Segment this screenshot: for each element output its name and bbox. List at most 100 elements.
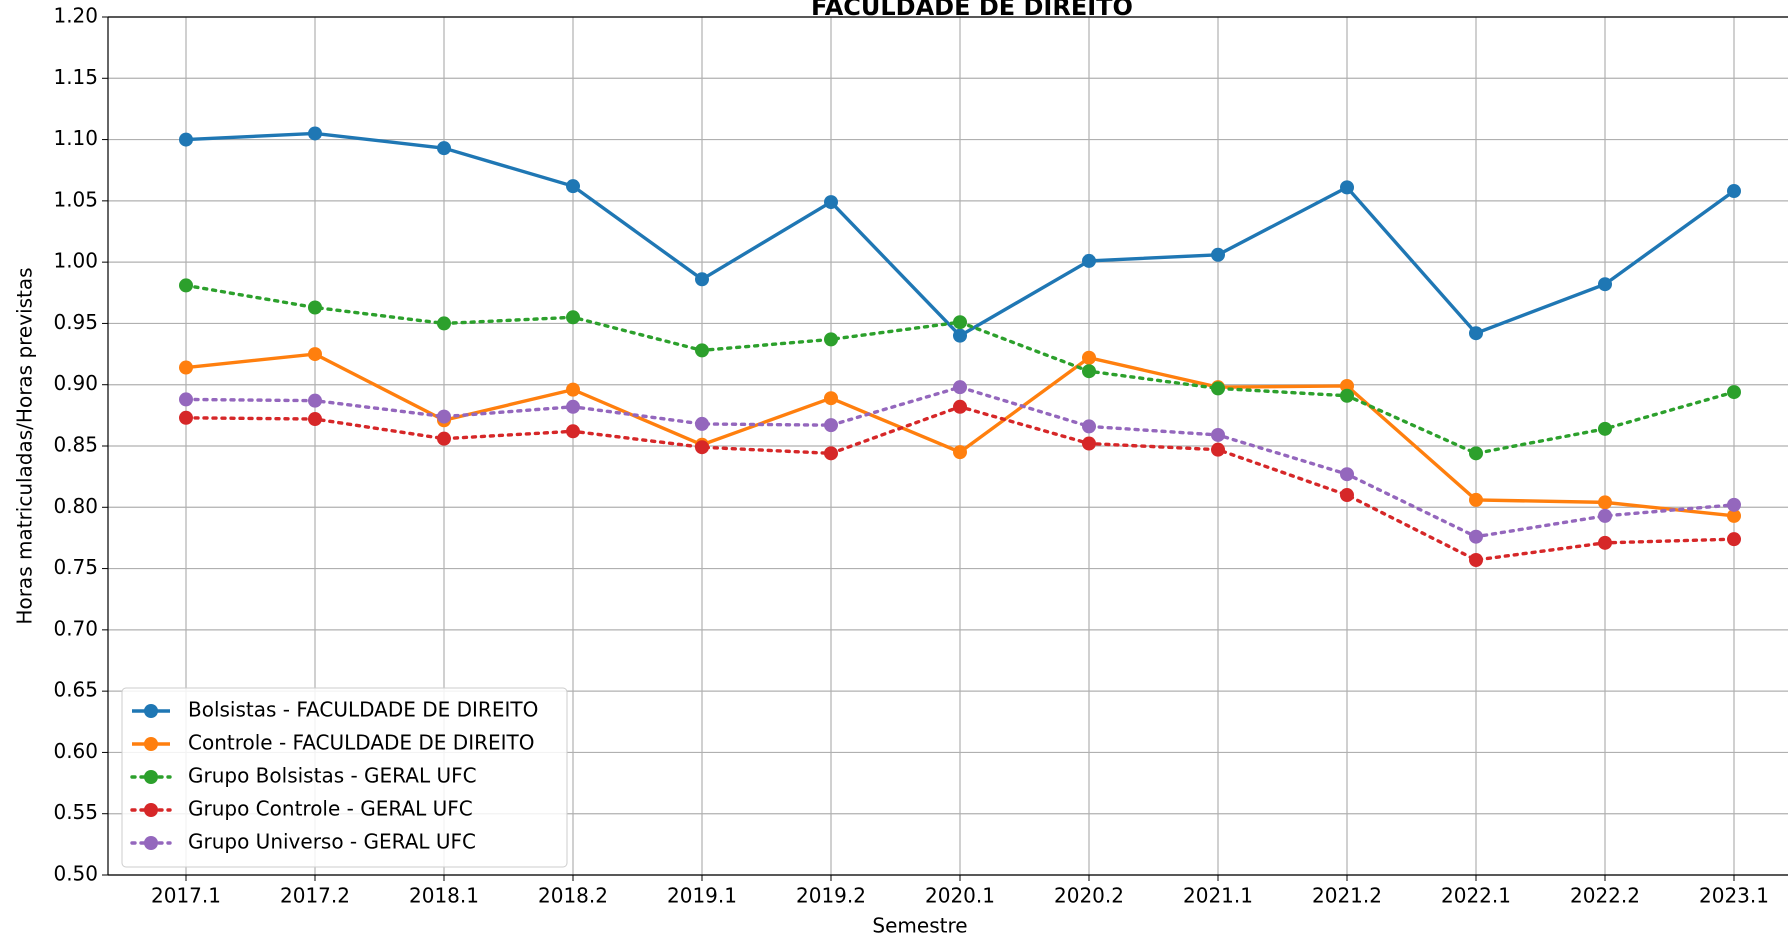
- data-point: [566, 399, 580, 414]
- data-point: [566, 310, 580, 325]
- data-point: [1727, 532, 1741, 547]
- legend: Bolsistas - FACULDADE DE DIREITO Controle…: [121, 687, 568, 868]
- data-point: [695, 272, 709, 287]
- y-tick-label: 1.00: [53, 249, 98, 273]
- x-tick-label: 2020.1: [925, 884, 995, 908]
- data-point: [1727, 184, 1741, 199]
- data-point: [1598, 495, 1612, 510]
- legend-label: Bolsistas - FACULDADE DE DIREITO: [188, 698, 538, 722]
- data-point: [1211, 381, 1225, 396]
- data-point: [1469, 529, 1483, 544]
- data-point: [824, 446, 838, 461]
- legend-marker: [144, 704, 158, 718]
- y-tick-label: 0.75: [53, 555, 98, 579]
- data-point: [824, 195, 838, 210]
- data-point: [1082, 253, 1096, 268]
- data-point: [179, 410, 193, 425]
- data-point: [1340, 488, 1354, 503]
- data-point: [1598, 508, 1612, 523]
- x-tick-label: 2017.1: [151, 884, 221, 908]
- data-point: [953, 399, 967, 414]
- data-point: [1211, 442, 1225, 457]
- data-point: [566, 382, 580, 397]
- data-point: [695, 416, 709, 431]
- data-point: [437, 431, 451, 446]
- data-point: [953, 445, 967, 460]
- y-tick-label: 1.10: [53, 126, 98, 150]
- data-point: [1082, 419, 1096, 434]
- x-tick-label: 2018.1: [409, 884, 479, 908]
- legend-label: Grupo Universo - GERAL UFC: [188, 830, 476, 854]
- data-point: [1469, 326, 1483, 341]
- data-point: [179, 392, 193, 407]
- data-point: [1082, 436, 1096, 451]
- data-point: [1340, 378, 1354, 393]
- legend-marker: [144, 737, 158, 751]
- x-axis-label: Semestre: [872, 914, 967, 937]
- x-tick-label: 2019.2: [796, 884, 866, 908]
- x-tick-label: 2022.1: [1441, 884, 1511, 908]
- y-tick-label: 0.50: [53, 862, 98, 886]
- data-point: [1082, 364, 1096, 379]
- data-point: [1469, 492, 1483, 507]
- data-point: [824, 418, 838, 433]
- legend-marker: [144, 803, 158, 817]
- data-point: [1469, 446, 1483, 461]
- data-point: [566, 179, 580, 194]
- x-tick-label: 2022.2: [1570, 884, 1640, 908]
- legend-label: Controle - FACULDADE DE DIREITO: [188, 731, 534, 755]
- legend-marker: [144, 770, 158, 784]
- legend-label: Grupo Controle - GERAL UFC: [188, 797, 473, 821]
- x-tick-label: 2021.1: [1183, 884, 1253, 908]
- data-point: [1727, 385, 1741, 400]
- y-axis-label: Horas matriculadas/Horas previstas: [13, 267, 37, 624]
- x-tick-label: 2021.2: [1312, 884, 1382, 908]
- data-point: [1211, 247, 1225, 262]
- data-point: [953, 328, 967, 343]
- y-tick-label: 1.15: [53, 65, 98, 89]
- data-point: [566, 424, 580, 439]
- data-point: [308, 126, 322, 141]
- data-point: [824, 391, 838, 406]
- data-point: [1469, 552, 1483, 567]
- data-point: [953, 315, 967, 330]
- legend-label: Grupo Bolsistas - GERAL UFC: [188, 764, 477, 788]
- chart-title: FACULDADE DE DIREITO: [811, 0, 1133, 21]
- data-point: [308, 412, 322, 427]
- data-point: [437, 141, 451, 156]
- data-point: [1340, 180, 1354, 195]
- data-point: [437, 316, 451, 331]
- data-point: [308, 347, 322, 362]
- data-point: [695, 343, 709, 358]
- data-point: [179, 360, 193, 375]
- y-tick-label: 1.05: [53, 187, 98, 211]
- x-tick-label: 2020.2: [1054, 884, 1124, 908]
- y-tick-label: 0.90: [53, 371, 98, 395]
- data-point: [179, 278, 193, 293]
- y-tick-label: 0.70: [53, 616, 98, 640]
- x-tick-label: 2018.2: [538, 884, 608, 908]
- y-tick-label: 0.85: [53, 433, 98, 457]
- y-tick-label: 0.60: [53, 739, 98, 763]
- data-point: [1340, 467, 1354, 482]
- x-tick-label: 2023.1: [1699, 884, 1769, 908]
- legend-box: [121, 687, 568, 868]
- data-point: [308, 300, 322, 315]
- x-tick-label: 2019.1: [667, 884, 737, 908]
- legend-marker: [144, 836, 158, 850]
- data-point: [1598, 535, 1612, 550]
- y-tick-label: 0.95: [53, 310, 98, 334]
- y-tick-label: 0.65: [53, 678, 98, 702]
- data-point: [308, 393, 322, 408]
- data-point: [1340, 388, 1354, 403]
- data-point: [1727, 497, 1741, 512]
- y-tick-label: 0.80: [53, 494, 98, 518]
- data-point: [179, 132, 193, 147]
- y-tick-label: 0.55: [53, 800, 98, 824]
- data-point: [953, 380, 967, 395]
- data-point: [1598, 421, 1612, 436]
- data-point: [1082, 350, 1096, 365]
- data-point: [1211, 427, 1225, 442]
